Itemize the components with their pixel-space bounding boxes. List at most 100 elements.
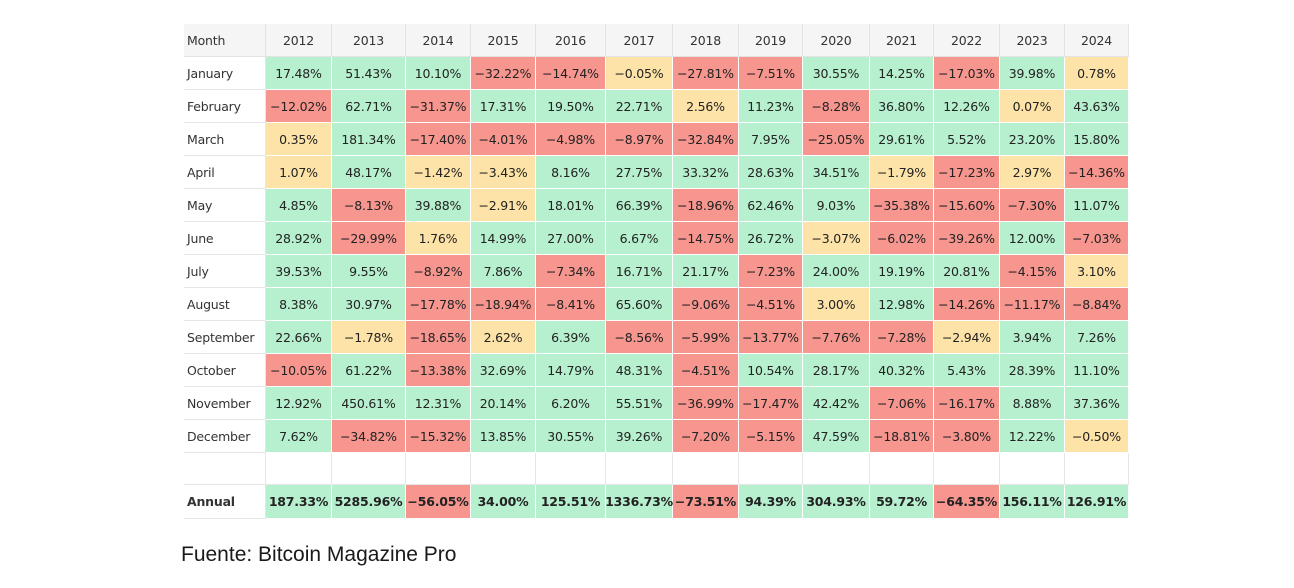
month-label: August — [184, 288, 266, 321]
return-cell: −1.79% — [870, 156, 934, 189]
return-cell: −27.81% — [673, 57, 739, 90]
return-cell: 62.71% — [332, 90, 406, 123]
return-cell: 1.07% — [266, 156, 332, 189]
annual-return-cell: 59.72% — [870, 485, 934, 519]
return-cell: 13.85% — [471, 420, 536, 453]
return-cell: −9.06% — [673, 288, 739, 321]
return-cell: −2.91% — [471, 189, 536, 222]
return-cell: 3.10% — [1065, 255, 1129, 288]
return-cell: 2.56% — [673, 90, 739, 123]
return-cell: 65.60% — [606, 288, 673, 321]
return-cell: −8.28% — [803, 90, 870, 123]
annual-return-cell: 94.39% — [739, 485, 803, 519]
return-cell: 11.23% — [739, 90, 803, 123]
return-cell: 36.80% — [870, 90, 934, 123]
return-cell: −35.38% — [870, 189, 934, 222]
return-cell: −29.99% — [332, 222, 406, 255]
return-cell: 19.50% — [536, 90, 606, 123]
return-cell: −4.01% — [471, 123, 536, 156]
return-cell: −1.78% — [332, 321, 406, 354]
annual-return-cell: −56.05% — [406, 485, 471, 519]
return-cell: 30.97% — [332, 288, 406, 321]
return-cell: −7.30% — [1000, 189, 1065, 222]
return-cell: 2.97% — [1000, 156, 1065, 189]
annual-return-cell: 126.91% — [1065, 485, 1129, 519]
return-cell: −17.40% — [406, 123, 471, 156]
annual-label: Annual — [184, 485, 266, 519]
return-cell: 28.39% — [1000, 354, 1065, 387]
return-cell: −14.74% — [536, 57, 606, 90]
return-cell: −7.20% — [673, 420, 739, 453]
return-cell: −39.26% — [934, 222, 1000, 255]
annual-return-cell: 1336.73% — [605, 485, 673, 519]
return-cell: −0.05% — [606, 57, 673, 90]
return-cell: −7.03% — [1065, 222, 1129, 255]
return-cell: 12.26% — [934, 90, 1000, 123]
return-cell: −7.06% — [870, 387, 934, 420]
month-label: June — [184, 222, 266, 255]
return-cell: 28.63% — [739, 156, 803, 189]
year-header: 2018 — [673, 24, 739, 57]
return-cell: −31.37% — [406, 90, 471, 123]
return-cell: −15.60% — [934, 189, 1000, 222]
return-cell: 51.43% — [332, 57, 406, 90]
return-cell: 12.98% — [870, 288, 934, 321]
return-cell: 15.80% — [1065, 123, 1129, 156]
returns-heatmap-table: Month 2012 2013 2014 2015 2016 2017 2018 2019 202… — [184, 24, 1129, 519]
return-cell: −10.05% — [266, 354, 332, 387]
return-cell: −18.81% — [870, 420, 934, 453]
month-label: March — [184, 123, 266, 156]
return-cell: 6.67% — [606, 222, 673, 255]
return-cell: −2.94% — [934, 321, 1000, 354]
annual-return-cell: −73.51% — [673, 485, 739, 519]
return-cell: 39.88% — [406, 189, 471, 222]
blank-cell — [1000, 453, 1065, 485]
return-cell: −17.47% — [739, 387, 803, 420]
return-cell: 5.52% — [934, 123, 1000, 156]
year-header: 2015 — [471, 24, 536, 57]
return-cell: 22.71% — [606, 90, 673, 123]
return-cell: 20.81% — [934, 255, 1000, 288]
header-month-label: Month — [184, 24, 266, 57]
return-cell: −17.03% — [934, 57, 1000, 90]
year-header: 2022 — [934, 24, 1000, 57]
return-cell: −14.75% — [673, 222, 739, 255]
return-cell: −8.56% — [606, 321, 673, 354]
blank-cell — [934, 453, 1000, 485]
return-cell: 8.16% — [536, 156, 606, 189]
return-cell: 32.69% — [471, 354, 536, 387]
month-label: October — [184, 354, 266, 387]
return-cell: 48.17% — [332, 156, 406, 189]
blank-cell — [471, 453, 536, 485]
month-label: May — [184, 189, 266, 222]
return-cell: −7.23% — [739, 255, 803, 288]
return-cell: 39.98% — [1000, 57, 1065, 90]
return-cell: 26.72% — [739, 222, 803, 255]
annual-return-cell: 125.51% — [536, 485, 606, 519]
return-cell: −7.76% — [803, 321, 870, 354]
return-cell: −17.78% — [406, 288, 471, 321]
return-cell: 18.01% — [536, 189, 606, 222]
blank-cell — [870, 453, 934, 485]
return-cell: 17.31% — [471, 90, 536, 123]
month-label: July — [184, 255, 266, 288]
return-cell: −32.22% — [471, 57, 536, 90]
return-cell: 4.85% — [266, 189, 332, 222]
return-cell: −13.77% — [739, 321, 803, 354]
return-cell: −8.41% — [536, 288, 606, 321]
return-cell: 1.76% — [406, 222, 471, 255]
return-cell: 6.39% — [536, 321, 606, 354]
annual-return-cell: 34.00% — [471, 485, 536, 519]
month-label: December — [184, 420, 266, 453]
return-cell: 16.71% — [606, 255, 673, 288]
return-cell: 24.00% — [803, 255, 870, 288]
return-cell: 12.31% — [406, 387, 471, 420]
return-cell: −8.97% — [606, 123, 673, 156]
return-cell: 9.55% — [332, 255, 406, 288]
return-cell: −5.15% — [739, 420, 803, 453]
return-cell: 8.88% — [1000, 387, 1065, 420]
return-cell: 14.25% — [870, 57, 934, 90]
return-cell: −4.15% — [1000, 255, 1065, 288]
return-cell: 3.00% — [803, 288, 870, 321]
return-cell: 23.20% — [1000, 123, 1065, 156]
